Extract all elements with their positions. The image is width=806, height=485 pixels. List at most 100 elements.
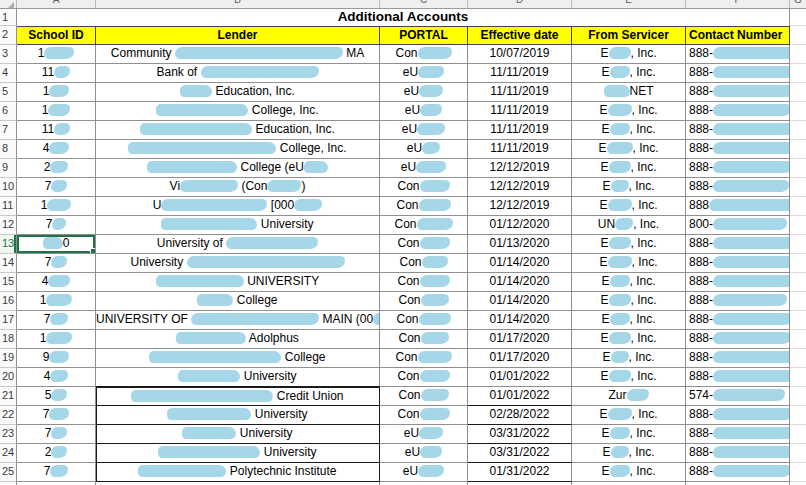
cell-school[interactable]: 7 — [17, 254, 96, 273]
cell-contact[interactable]: 888- — [686, 330, 790, 349]
cell-portal[interactable]: Con — [380, 330, 468, 349]
empty-cell[interactable] — [790, 26, 806, 45]
row-number[interactable]: 22 — [0, 406, 17, 425]
cell-lender[interactable]: Bank of — [96, 64, 380, 83]
cell-school[interactable]: 11 — [17, 64, 96, 83]
header-portal[interactable]: PORTAL — [380, 26, 468, 45]
empty-cell[interactable] — [790, 254, 806, 273]
cell-servicer[interactable]: E, Inc. — [572, 159, 686, 178]
cell-lender[interactable]: College, Inc. — [96, 102, 380, 121]
cell-lender[interactable]: U [000 — [96, 197, 380, 216]
row-number[interactable]: 25 — [0, 463, 17, 482]
empty-cell[interactable] — [790, 45, 806, 64]
cell-portal[interactable]: eU — [380, 463, 468, 482]
cell-servicer[interactable]: NET — [572, 83, 686, 102]
empty-cell[interactable] — [790, 406, 806, 425]
cell-servicer[interactable]: UN, Inc. — [572, 216, 686, 235]
cell-servicer[interactable]: E, Inc. — [572, 406, 686, 425]
cell-lender[interactable]: College — [96, 349, 380, 368]
cell-contact[interactable]: 574- — [686, 387, 790, 406]
cell-school[interactable]: 7 — [17, 178, 96, 197]
row-number[interactable]: 13 — [0, 235, 17, 254]
cell-servicer[interactable]: E, Inc. — [572, 45, 686, 64]
row-number[interactable]: 17 — [0, 311, 17, 330]
cell-school[interactable]: 7 — [17, 216, 96, 235]
cell-contact[interactable]: 888- — [686, 425, 790, 444]
cell-date[interactable]: 01/17/2020 — [468, 330, 572, 349]
cell-portal[interactable]: Con — [380, 349, 468, 368]
row-number[interactable]: 21 — [0, 387, 17, 406]
cell-school[interactable]: 2 — [17, 159, 96, 178]
empty-cell[interactable] — [790, 140, 806, 159]
cell-servicer[interactable]: E, Inc. — [572, 273, 686, 292]
row-number[interactable]: 8 — [0, 140, 17, 159]
cell-date[interactable]: 11/11/2019 — [468, 64, 572, 83]
cell-school[interactable]: 7 — [17, 311, 96, 330]
row-number[interactable]: 15 — [0, 273, 17, 292]
cell-lender[interactable]: University — [96, 425, 380, 444]
cell-portal[interactable]: eU — [380, 140, 468, 159]
row-number[interactable]: 16 — [0, 292, 17, 311]
cell-lender[interactable]: Polytechnic Institute — [96, 463, 380, 482]
cell-contact[interactable]: 888- — [686, 140, 790, 159]
cell-servicer[interactable]: E, Inc. — [572, 197, 686, 216]
cell-lender[interactable]: UNIVERSITY OF MAIN (00) — [96, 311, 380, 330]
empty-cell[interactable] — [790, 368, 806, 387]
cell-lender[interactable]: University — [96, 254, 380, 273]
cell-servicer[interactable]: E, Inc. — [572, 235, 686, 254]
cell-date[interactable]: 01/14/2020 — [468, 311, 572, 330]
cell-date[interactable]: 12/12/2019 — [468, 159, 572, 178]
cell-portal[interactable]: eU — [380, 83, 468, 102]
cell-portal[interactable]: Con — [380, 292, 468, 311]
cell-contact[interactable]: 888- — [686, 64, 790, 83]
cell-portal[interactable]: Con — [380, 387, 468, 406]
cell-contact[interactable]: 888- — [686, 349, 790, 368]
row-number[interactable]: 20 — [0, 368, 17, 387]
empty-cell[interactable] — [790, 102, 806, 121]
cell-school[interactable]: 9 — [17, 349, 96, 368]
cell-lender[interactable]: Adolphus — [96, 330, 380, 349]
row-number[interactable]: 7 — [0, 121, 17, 140]
cell-servicer[interactable]: E, Inc. — [572, 64, 686, 83]
cell-contact[interactable]: 888- — [686, 178, 790, 197]
table-title-cell[interactable]: Additional Accounts — [17, 9, 790, 26]
cell-date[interactable]: 01/01/2022 — [468, 368, 572, 387]
cell-contact[interactable]: 888- — [686, 254, 790, 273]
cell-servicer[interactable]: E, Inc. — [572, 463, 686, 482]
column-header-a[interactable]: A — [17, 0, 96, 8]
cell-contact[interactable]: 888- — [686, 311, 790, 330]
cell-contact[interactable]: 888- — [686, 368, 790, 387]
header-from-servicer[interactable]: From Servicer — [572, 26, 686, 45]
empty-cell[interactable] — [790, 159, 806, 178]
cell-school[interactable]: 4 — [17, 273, 96, 292]
cell-school[interactable]: 1 — [17, 83, 96, 102]
cell-contact[interactable]: 888- — [686, 102, 790, 121]
cell-date[interactable]: 01/14/2020 — [468, 273, 572, 292]
cell-date[interactable]: 01/12/2020 — [468, 216, 572, 235]
column-header-c[interactable]: C — [380, 0, 468, 8]
cell-servicer[interactable]: E, Inc. — [572, 368, 686, 387]
cell-servicer[interactable]: E, Inc. — [572, 444, 686, 463]
cell-lender[interactable]: University — [96, 368, 380, 387]
row-number[interactable]: 3 — [0, 45, 17, 64]
cell-servicer[interactable]: E, Inc. — [572, 425, 686, 444]
column-header-f[interactable]: F — [686, 0, 790, 8]
empty-cell[interactable] — [790, 444, 806, 463]
row-number[interactable]: 24 — [0, 444, 17, 463]
cell-lender[interactable]: College — [96, 292, 380, 311]
row-number[interactable]: 23 — [0, 425, 17, 444]
cell-school[interactable]: 1 — [17, 197, 96, 216]
cell-contact[interactable]: 888- — [686, 159, 790, 178]
cell-contact[interactable]: 888- — [686, 273, 790, 292]
empty-cell[interactable] — [790, 216, 806, 235]
empty-cell[interactable] — [790, 311, 806, 330]
column-header-b[interactable]: B — [96, 0, 380, 8]
cell-contact[interactable]: 888- — [686, 235, 790, 254]
cell-portal[interactable]: Con — [380, 216, 468, 235]
cell-portal[interactable]: eU — [380, 159, 468, 178]
row-number[interactable]: 14 — [0, 254, 17, 273]
cell-lender[interactable]: University — [96, 216, 380, 235]
empty-cell[interactable] — [790, 121, 806, 140]
cell-portal[interactable]: eU — [380, 444, 468, 463]
cell-date[interactable]: 02/28/2022 — [468, 406, 572, 425]
